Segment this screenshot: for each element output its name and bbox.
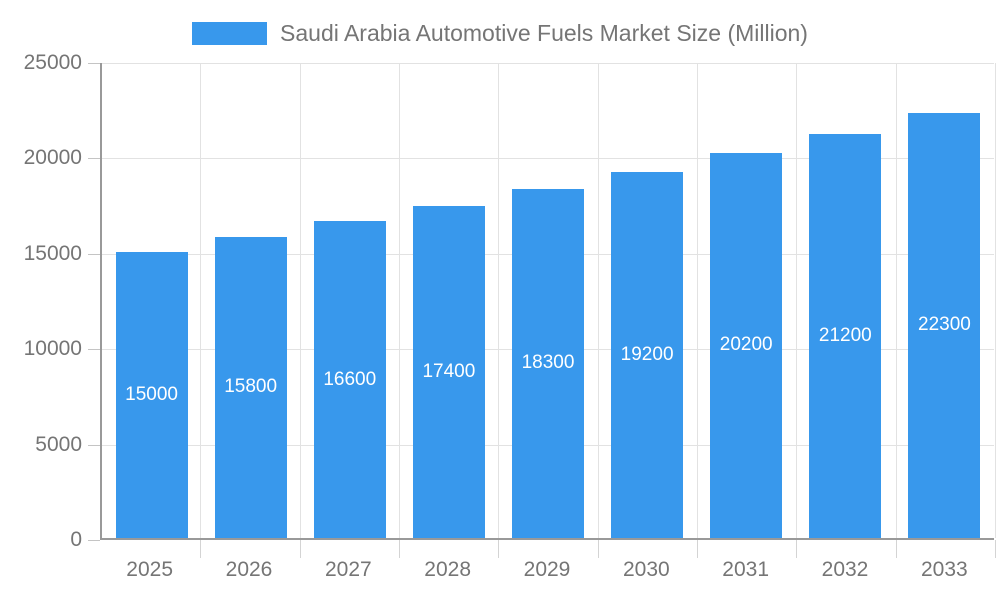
x-gridline — [697, 63, 698, 538]
y-axis-tick — [88, 158, 100, 160]
x-gridline — [995, 63, 996, 538]
bar-2029: 18300 — [511, 188, 584, 538]
y-axis-tick — [88, 444, 100, 446]
bar-cell: 21200 — [796, 63, 895, 538]
y-axis-tick-label: 15000 — [23, 241, 82, 265]
bar-2026: 15800 — [214, 236, 287, 538]
y-axis-tick — [88, 540, 100, 541]
bar-cell: 15800 — [201, 63, 300, 538]
x-axis-tick — [796, 540, 798, 558]
bar-value-label: 18300 — [521, 352, 575, 374]
y-axis-tick — [88, 63, 100, 64]
x-axis-tick-label: 2027 — [324, 558, 372, 581]
x-axis-tick-label: 2030 — [622, 558, 670, 581]
bar-value-label: 20200 — [719, 334, 773, 356]
y-axis-tick-label: 5000 — [35, 432, 82, 456]
bar-cell: 17400 — [399, 63, 498, 538]
bar-2033: 22300 — [908, 112, 981, 538]
x-gridline — [399, 63, 400, 538]
x-axis-tick — [895, 540, 897, 558]
x-axis-tick-label: 2028 — [424, 558, 472, 581]
bar-cell: 15000 — [102, 63, 201, 538]
bar-2027: 16600 — [313, 221, 386, 538]
x-axis-tick — [697, 540, 698, 558]
y-axis-tick-label: 0 — [70, 528, 82, 551]
y-axis-tick — [88, 349, 100, 351]
plot-area: 15000 15800 16600 17400 18300 19200 20200 21200… — [88, 63, 996, 558]
x-axis-tick — [597, 540, 599, 558]
x-axis-tick-label: 2033 — [920, 558, 968, 581]
x-gridline — [597, 63, 599, 538]
x-gridline — [895, 63, 897, 538]
bar-2025: 15000 — [115, 251, 188, 538]
legend-label: Saudi Arabia Automotive Fuels Market Siz… — [280, 20, 808, 46]
bar-value-label: 16600 — [323, 368, 377, 390]
bar-2032: 21200 — [809, 133, 882, 538]
x-gridline — [498, 63, 500, 538]
bar-cell: 22300 — [895, 63, 994, 538]
bar-cell: 18300 — [498, 63, 597, 538]
x-axis-tick — [498, 540, 500, 558]
x-gridline — [299, 63, 301, 538]
x-axis-tick-label: 2032 — [821, 558, 869, 581]
bar-value-label: 19200 — [620, 343, 674, 365]
x-gridline — [796, 63, 798, 538]
x-axis-tick — [200, 540, 202, 558]
bar-value-label: 17400 — [422, 361, 476, 382]
x-axis-tick-label: 2025 — [126, 558, 174, 581]
bar-2028: 17400 — [412, 206, 485, 538]
x-axis-tick — [995, 540, 996, 558]
bar-value-label: 21200 — [818, 324, 872, 346]
x-axis-tick-label: 2026 — [225, 558, 273, 581]
bar-cell: 19200 — [598, 63, 697, 538]
y-gridline — [102, 63, 994, 64]
x-gridline — [200, 63, 202, 538]
bar-value-label: 15800 — [224, 376, 278, 398]
bar-cell: 20200 — [697, 63, 796, 538]
bar-2031: 20200 — [710, 152, 783, 538]
x-axis-tick — [299, 540, 301, 558]
legend-swatch — [192, 22, 268, 45]
bar-value-label: 15000 — [125, 383, 178, 405]
bar-value-label: 22300 — [918, 314, 971, 336]
x-axis-tick-label: 2031 — [722, 558, 770, 581]
x-axis-tick-label: 2029 — [523, 558, 571, 581]
y-axis-tick-label: 10000 — [23, 337, 82, 361]
chart-legend: Saudi Arabia Automotive Fuels Market Siz… — [0, 20, 1000, 47]
bar-series: 15000 15800 16600 17400 18300 19200 20200 21200… — [102, 63, 994, 538]
bar-cell: 16600 — [300, 63, 399, 538]
x-axis-tick — [399, 540, 400, 558]
y-axis-tick-label: 25000 — [23, 51, 82, 74]
bar-2030: 19200 — [611, 171, 684, 538]
y-axis-tick-label: 20000 — [23, 146, 82, 170]
y-axis-tick — [88, 253, 100, 255]
y-gridline — [102, 158, 994, 160]
